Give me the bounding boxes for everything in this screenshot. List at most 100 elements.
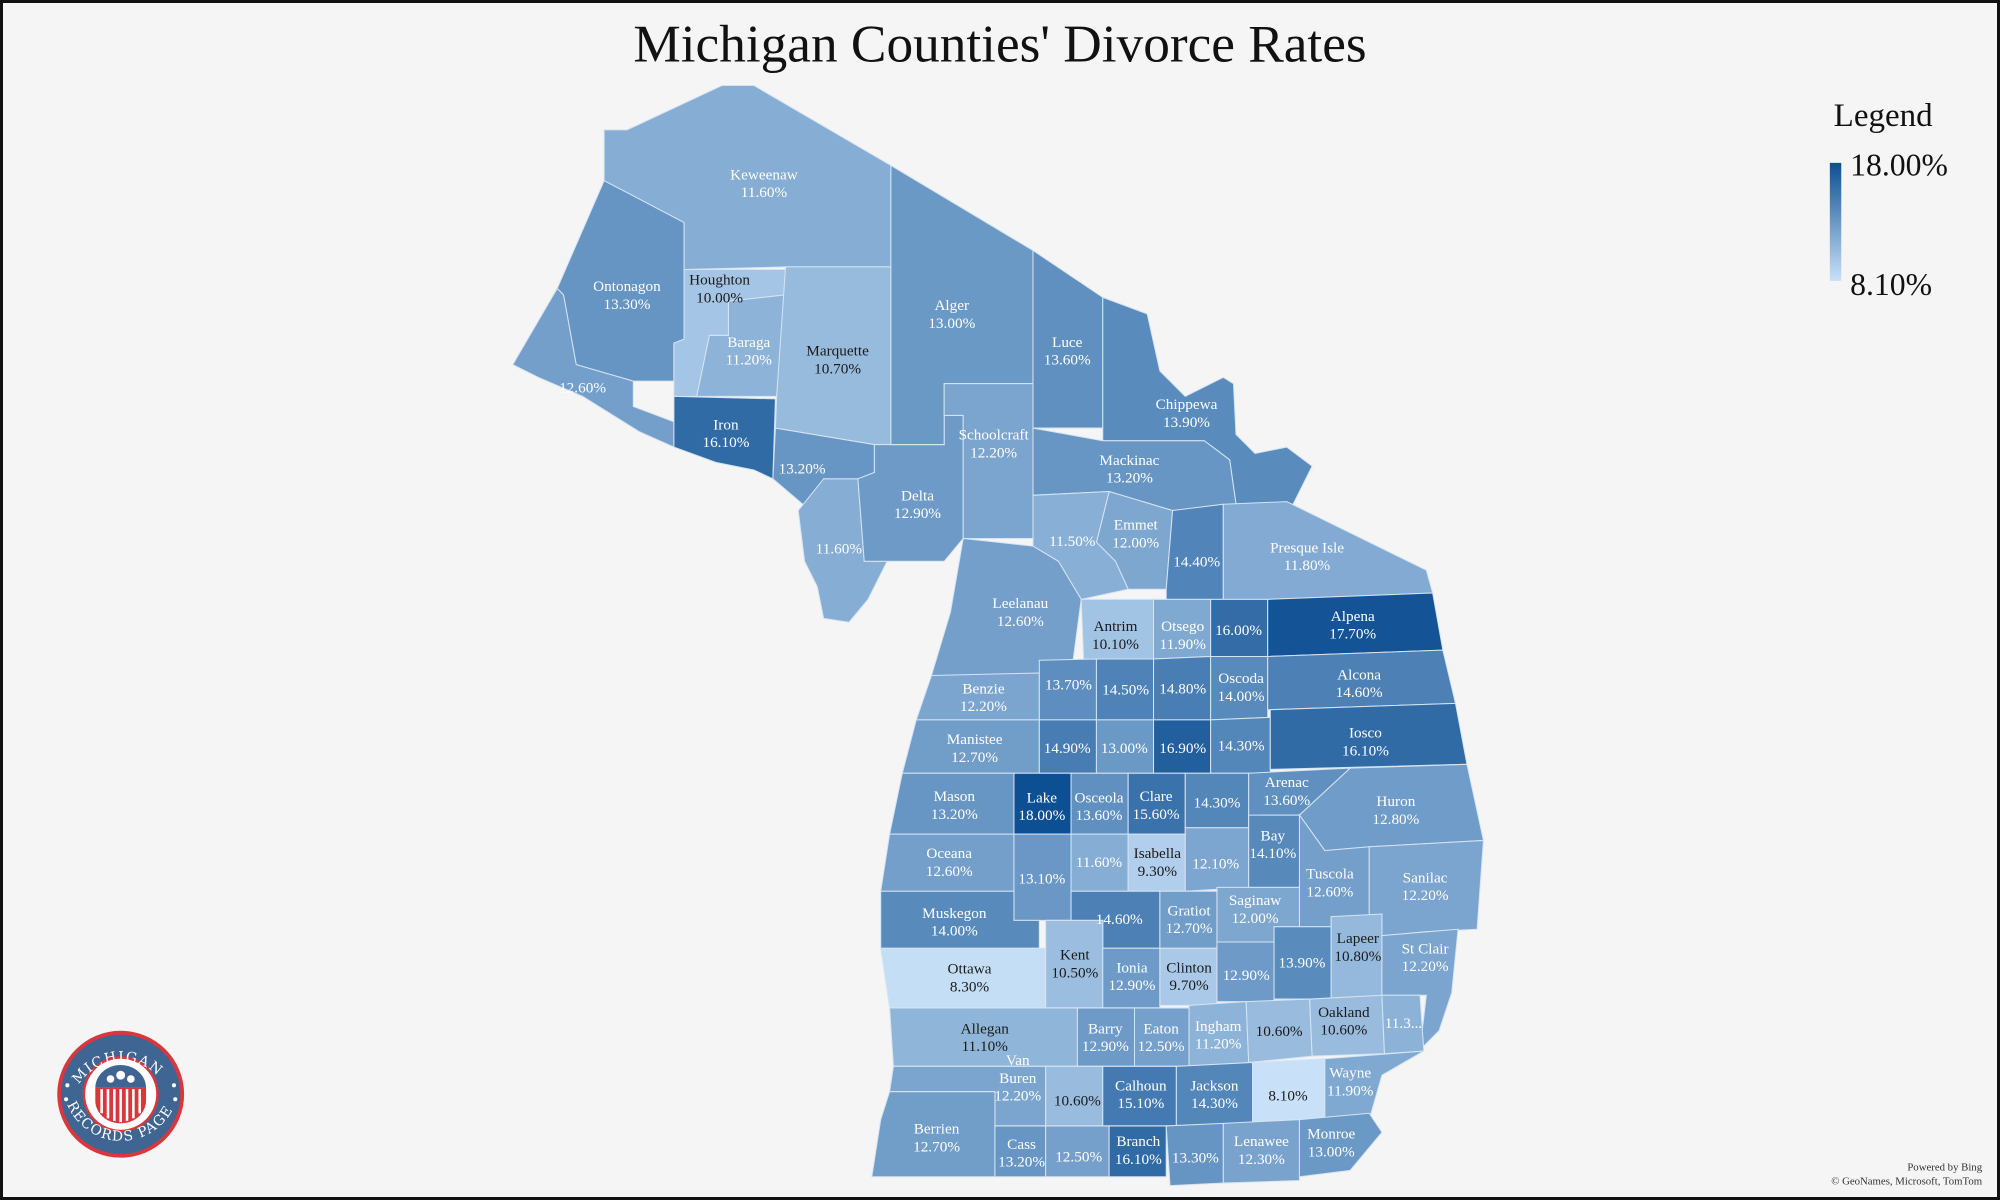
county-label-bay: Bay 14.10% (1249, 827, 1296, 862)
county-label-county-17: 11.50% (1049, 533, 1096, 550)
county-label-county-46: 11.60% (1076, 854, 1123, 871)
county-branch[interactable] (1108, 1125, 1167, 1178)
county-iron[interactable] (673, 395, 776, 480)
michigan-records-page-logo: MICHIGAN RECORDS PAGE (57, 1030, 185, 1158)
county-label-benzie: Benzie 12.20% (960, 680, 1007, 715)
legend-min-label: 8.10% (1850, 267, 1932, 302)
county-label-county-8: 13.20% (779, 461, 826, 478)
county-label-mason: Mason 13.20% (931, 788, 978, 823)
attribution-powered-by: Powered by Bing (1907, 1161, 1982, 1173)
attribution: Powered by Bing © GeoNames, Microsoft, T… (1831, 1161, 1983, 1187)
county-label-chippewa: Chippewa 13.90% (1156, 396, 1218, 431)
county-label-county-26: 13.70% (1045, 676, 1092, 693)
county-label-county-3: 12.60% (559, 380, 606, 397)
county-label-isabella: Isabella 9.30% (1134, 845, 1182, 880)
county-label-keweenaw: Keweenaw 11.60% (730, 166, 798, 201)
county-label-clinton: Clinton 9.70% (1166, 959, 1212, 994)
county-label-otsego: Otsego 11.90% (1160, 618, 1207, 653)
counties-layer: Keweenaw 11.60% Ontonagon 13.30% 12.60% Hough… (512, 84, 1485, 1187)
county-label-emmet: Emmet 12.00% (1112, 517, 1159, 552)
county-label-manistee: Manistee 12.70% (947, 731, 1003, 766)
county-label-osceola: Osceola 13.60% (1074, 789, 1123, 824)
county-label-county-60: 12.90% (1223, 967, 1270, 984)
county-label-county-33: 13.00% (1101, 740, 1148, 757)
county-label-van-buren: Van Buren 12.20% (994, 1052, 1041, 1105)
county-label-county-45: 13.10% (1018, 871, 1065, 888)
county-label-muskegon: Muskegon 14.00% (922, 905, 987, 940)
county-label-schoolcraft: Schoolcraft 12.20% (959, 426, 1030, 461)
county-label-county-81: 13.30% (1172, 1150, 1219, 1167)
county-label-delta: Delta 12.90% (894, 487, 941, 522)
county-label-county-32: 14.90% (1044, 740, 1091, 757)
county-label-alger: Alger 13.00% (928, 297, 975, 332)
legend: Legend 18.00% 8.10% (1829, 98, 1948, 302)
county-label-oscoda: Oscoda 14.00% (1218, 670, 1265, 705)
county-label-county-76: 8.10% (1268, 1088, 1308, 1105)
county-label-lenawee: Lenawee 12.30% (1234, 1133, 1289, 1168)
county-label-berrien: Berrien 12.70% (913, 1121, 960, 1156)
county-label-ionia: Ionia 12.90% (1109, 959, 1156, 994)
county-label-barry: Barry 12.90% (1082, 1020, 1129, 1055)
county-berrien[interactable] (871, 1091, 996, 1178)
map-title: Michigan Counties' Divorce Rates (633, 14, 1366, 73)
michigan-choropleth-map: Michigan Counties' Divorce Rates Keweena… (57, 14, 1983, 1187)
county-label-oceana: Oceana 12.60% (926, 845, 973, 880)
county-label-antrim: Antrim 10.10% (1092, 618, 1139, 653)
county-wayne[interactable] (1324, 1050, 1425, 1121)
county-label-houghton: Houghton 10.00% (689, 272, 750, 307)
county-label-alcona: Alcona 14.60% (1336, 666, 1383, 701)
county-label-county-41: 14.30% (1194, 794, 1241, 811)
legend-max-label: 18.00% (1850, 148, 1948, 183)
county-label-county-23: 16.00% (1215, 622, 1262, 639)
county-label-arenac: Arenac 13.60% (1263, 774, 1310, 809)
legend-title: Legend (1834, 98, 1933, 134)
county-label-gratiot: Gratiot 12.70% (1166, 902, 1213, 937)
county-label-county-34: 16.90% (1159, 740, 1206, 757)
county-label-county-79: 12.50% (1055, 1148, 1102, 1165)
county-label-marquette: Marquette 10.70% (806, 343, 869, 378)
county-label-saginaw: Saginaw 12.00% (1229, 892, 1281, 927)
county-label-wayne: Wayne 11.90% (1327, 1065, 1374, 1100)
county-label-county-53: 14.60% (1096, 911, 1143, 928)
county-label-lapeer: Lapeer 10.80% (1334, 930, 1381, 965)
county-label-alpena: Alpena 17.70% (1329, 608, 1376, 643)
county-label-luce: Luce 13.60% (1044, 334, 1091, 369)
county-label-iosco: Iosco 16.10% (1342, 725, 1389, 760)
county-label-oakland: Oakland 10.60% (1318, 1004, 1370, 1039)
county-monroe[interactable] (1298, 1112, 1383, 1178)
county-label-tuscola: Tuscola 12.60% (1306, 866, 1354, 901)
county-label-huron: Huron 12.80% (1372, 793, 1419, 828)
county-label-presque-isle: Presque Isle 11.80% (1270, 539, 1344, 574)
county-label-leelanau: Leelanau 12.60% (992, 595, 1048, 630)
county-label-branch: Branch 16.10% (1115, 1133, 1162, 1168)
county-label-sanilac: Sanilac 12.20% (1402, 869, 1449, 904)
county-label-county-27: 14.50% (1102, 682, 1149, 699)
legend-gradient-bar (1829, 162, 1842, 281)
county-label-mackinac: Mackinac 13.20% (1099, 452, 1159, 487)
county-label-county-68: 10.60% (1256, 1023, 1303, 1040)
county-county-18[interactable] (1165, 503, 1224, 600)
county-label-st-clair: St Clair 12.20% (1402, 940, 1449, 975)
county-label-county-70: 11.3... (1385, 1015, 1422, 1032)
county-label-county-61: 13.90% (1279, 954, 1326, 971)
county-label-county-18: 14.40% (1173, 553, 1220, 570)
county-label-iron: Iron 16.10% (702, 416, 749, 451)
county-leelanau[interactable] (930, 537, 1082, 677)
county-label-county-73: 10.60% (1054, 1093, 1101, 1110)
county-label-ontonagon: Ontonagon 13.30% (593, 278, 661, 313)
county-label-county-35: 14.30% (1218, 737, 1265, 754)
county-lenawee[interactable] (1222, 1119, 1300, 1184)
county-label-cass: Cass 13.20% (998, 1136, 1045, 1171)
county-label-ingham: Ingham 11.20% (1195, 1018, 1242, 1053)
county-label-monroe: Monroe 13.00% (1307, 1126, 1355, 1161)
county-label-county-9: 11.60% (816, 541, 863, 558)
county-label-county-28: 14.80% (1159, 680, 1206, 697)
county-label-jackson: Jackson 14.30% (1190, 1077, 1239, 1112)
county-label-clare: Clare 15.60% (1133, 788, 1180, 823)
county-label-county-48: 12.10% (1192, 855, 1239, 872)
county-label-baraga: Baraga 11.20% (726, 334, 773, 369)
county-label-eaton: Eaton 12.50% (1138, 1020, 1185, 1055)
county-label-kent: Kent 10.50% (1051, 947, 1098, 982)
county-label-ottawa: Ottawa 8.30% (948, 961, 992, 996)
